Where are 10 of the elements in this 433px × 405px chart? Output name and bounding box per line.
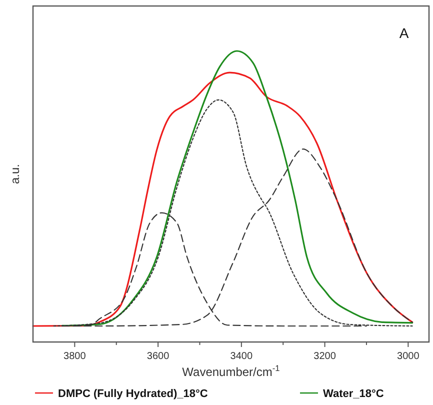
x-tick-label: 3200 [314, 351, 336, 362]
legend-label: DMPC (Fully Hydrated)_18°C [58, 388, 208, 400]
x-tick-label: 3400 [230, 351, 253, 362]
x-tick-label: 3600 [146, 351, 170, 362]
text: A [399, 25, 410, 41]
x-tick-label: 3000 [397, 351, 420, 362]
x-axis-title: Wavenumber/cm$^{-1}$ [182, 363, 280, 379]
y-axis-title: a.u. [8, 164, 22, 184]
x-tick-label: 3800 [64, 351, 86, 362]
legend-label: Water_18°C [323, 388, 384, 400]
